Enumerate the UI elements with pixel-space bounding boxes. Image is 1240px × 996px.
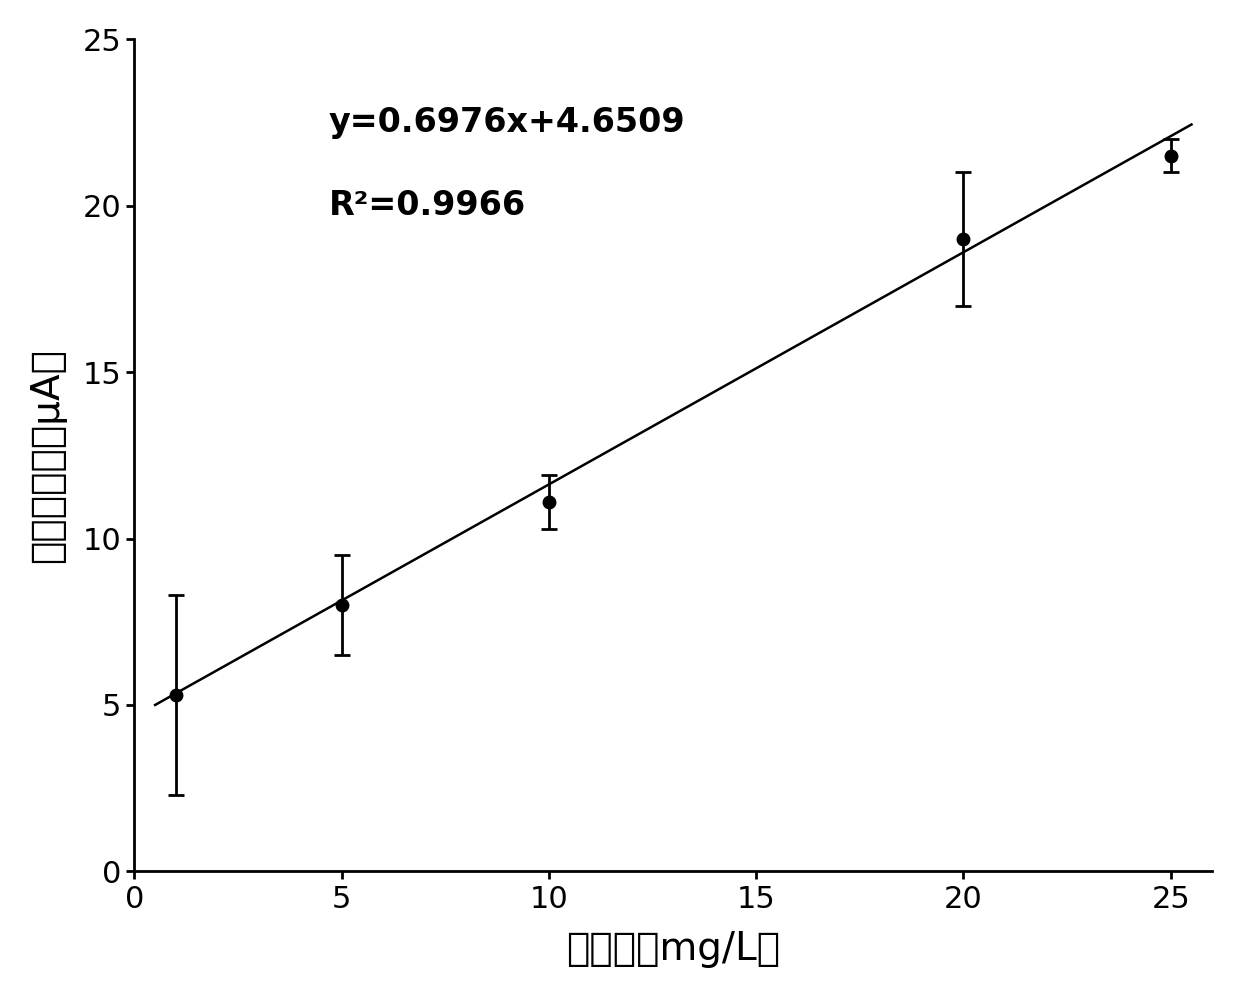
X-axis label: 鄂浓度（mg/L）: 鄂浓度（mg/L）: [567, 930, 780, 968]
Text: y=0.6976x+4.6509: y=0.6976x+4.6509: [329, 106, 684, 138]
Text: R²=0.9966: R²=0.9966: [329, 189, 526, 222]
Y-axis label: 电流消减値（μA）: 电流消减値（μA）: [27, 348, 66, 563]
